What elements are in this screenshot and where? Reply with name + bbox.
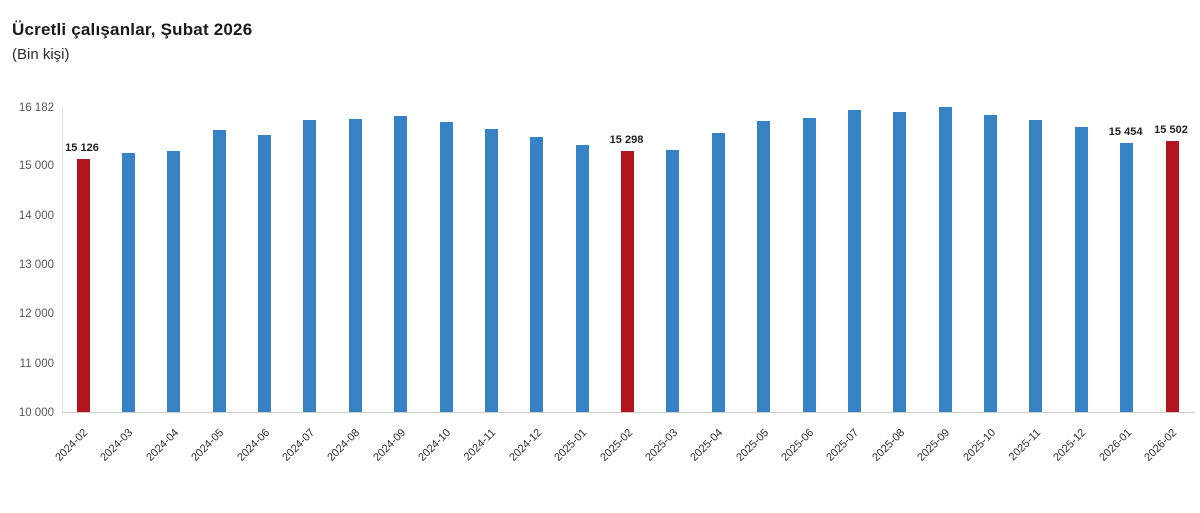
- x-tick-label: 2025-11: [1006, 426, 1044, 464]
- x-tick-label: 2024-02: [53, 426, 91, 464]
- chart-title: Ücretli çalışanlar, Şubat 2026: [12, 20, 253, 39]
- chart-subtitle: (Bin kişi): [12, 46, 70, 63]
- bar-2024-10[interactable]: [439, 122, 453, 412]
- y-tick-label: 13 000: [18, 258, 54, 271]
- bar-2024-11[interactable]: [484, 128, 498, 412]
- bar-2024-06[interactable]: [258, 135, 271, 412]
- bar-2025-12[interactable]: [1074, 127, 1088, 412]
- x-tick-label: 2024-08: [325, 426, 363, 464]
- bar-2024-12[interactable]: [530, 136, 544, 412]
- bar-2024-09[interactable]: [394, 116, 408, 412]
- bar-2025-03[interactable]: [666, 149, 680, 412]
- x-tick-label: 2025-01: [552, 426, 590, 464]
- y-tick-label: 10 000: [18, 407, 54, 419]
- bar-2024-08[interactable]: [348, 119, 362, 412]
- x-tick-label: 2024-06: [234, 426, 272, 464]
- x-tick-label: 2024-09: [370, 426, 408, 464]
- x-tick-label: 2024-12: [506, 426, 544, 464]
- data-label-2026-02: 15 502: [1154, 123, 1188, 136]
- x-tick-label: 2026-01: [1096, 426, 1134, 464]
- bar-2025-05[interactable]: [757, 121, 771, 412]
- bar-2024-04[interactable]: [167, 151, 181, 412]
- bar-2024-02[interactable]: [76, 159, 90, 412]
- y-tick-label: 11 000: [19, 357, 54, 370]
- bar-2026-02[interactable]: [1165, 140, 1179, 412]
- x-tick-label: 2024-03: [98, 426, 136, 464]
- x-tick-label: 2026-02: [1142, 426, 1180, 464]
- bar-2024-05[interactable]: [212, 129, 226, 412]
- x-tick-label: 2024-04: [143, 426, 181, 464]
- data-label-2026-01: 15 454: [1108, 125, 1143, 138]
- x-tick-label: 2025-03: [643, 426, 681, 464]
- x-tick-label: 2025-06: [779, 426, 817, 464]
- bar-2025-01[interactable]: [575, 145, 589, 412]
- x-tick-label: 2024-05: [189, 426, 227, 464]
- x-tick-label: 2025-07: [824, 426, 862, 464]
- y-tick-label: 16 182: [18, 102, 54, 114]
- data-label-2025-02: 15 298: [609, 133, 644, 146]
- data-label-2024-02: 15 126: [65, 142, 99, 155]
- x-tick-label: 2025-09: [915, 426, 953, 464]
- y-tick-label: 12 000: [18, 308, 54, 321]
- bar-2026-01[interactable]: [1120, 142, 1134, 412]
- bar-2025-07[interactable]: [847, 109, 861, 412]
- x-tick-label: 2024-11: [462, 426, 499, 464]
- y-tick-label: 14 000: [18, 209, 54, 222]
- plot-area: [62, 107, 1195, 413]
- x-tick-label: 2025-02: [597, 426, 635, 464]
- bar-2025-11[interactable]: [1029, 120, 1043, 412]
- bar-2025-10[interactable]: [984, 115, 997, 412]
- x-tick-label: 2025-08: [869, 426, 907, 464]
- x-tick-label: 2025-05: [733, 426, 771, 464]
- bar-2025-04[interactable]: [711, 133, 725, 412]
- bar-2025-09[interactable]: [938, 107, 952, 412]
- x-tick-label: 2024-07: [280, 426, 318, 464]
- bar-2025-08[interactable]: [893, 111, 907, 412]
- x-tick-label: 2025-10: [960, 426, 998, 464]
- x-tick-label: 2025-12: [1051, 426, 1089, 464]
- bar-2025-06[interactable]: [802, 118, 816, 412]
- x-tick-label: 2024-10: [416, 426, 454, 464]
- x-tick-label: 2025-04: [688, 426, 726, 464]
- bar-2024-03[interactable]: [121, 153, 135, 412]
- y-tick-label: 15 000: [18, 160, 54, 173]
- bar-2024-07[interactable]: [303, 119, 317, 412]
- bar-2025-02[interactable]: [621, 150, 634, 412]
